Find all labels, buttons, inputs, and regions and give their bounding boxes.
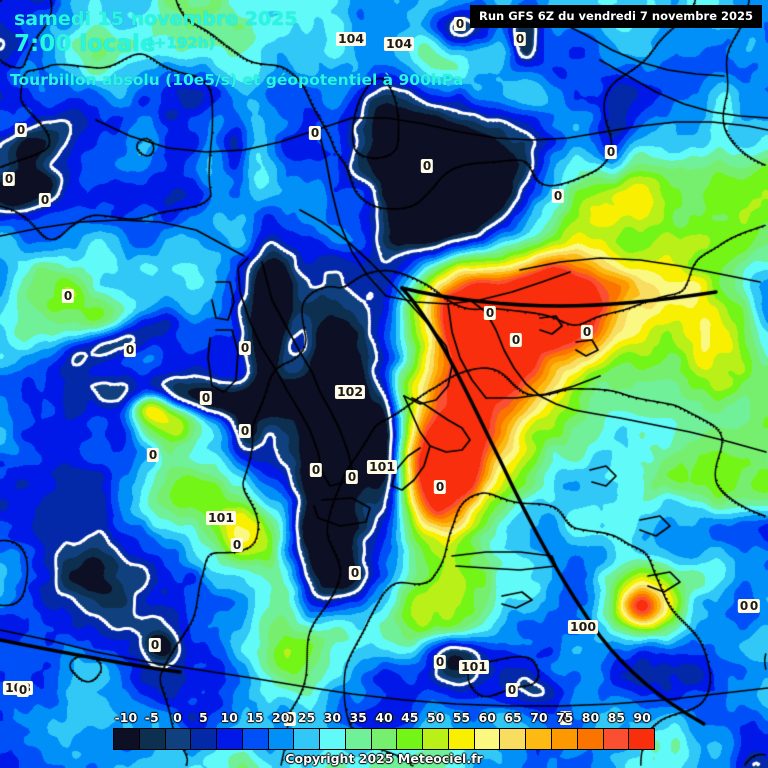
geopotential-contour-label: 104	[335, 31, 367, 46]
colorbar-tick-labels: -10 -5 0 5 10 15 20 25 30 35 40 45 50 55 60 65 70 75 80 85 9…	[113, 710, 655, 726]
vorticity-zero-label: 0	[747, 599, 761, 613]
colorbar-swatch	[242, 729, 269, 749]
vorticity-zero-label: 0	[737, 599, 751, 613]
colorbar-swatch	[603, 729, 630, 749]
colorbar-tick: 80	[581, 710, 600, 725]
colorbar-swatch	[114, 729, 140, 749]
vorticity-zero-label: 0	[146, 448, 160, 462]
colorbar-swatch	[577, 729, 604, 749]
forecast-step-label: (+192h)	[147, 34, 216, 52]
vorticity-zero-label: 0	[309, 463, 323, 477]
colorbar-swatch	[474, 729, 501, 749]
colorbar-tick: 35	[349, 710, 367, 725]
colorbar-swatch	[552, 729, 578, 749]
vorticity-zero-label: 0	[420, 159, 434, 173]
vorticity-zero-label: 0	[509, 333, 523, 347]
colorbar-tick: 60	[478, 710, 496, 725]
vorticity-zero-label: 0	[148, 638, 162, 652]
colorbar-swatch	[371, 729, 398, 749]
forecast-parameter-label: Tourbillon absolu (10e5/s) et géopotenti…	[10, 71, 464, 89]
vorticity-zero-label: 0	[61, 289, 75, 303]
vorticity-zero-label: 0	[230, 538, 244, 552]
colorbar-swatch	[191, 729, 218, 749]
colorbar-tick: 10	[220, 710, 238, 725]
colorbar-swatch	[345, 729, 372, 749]
vorticity-zero-label: 0	[238, 424, 252, 438]
vorticity-zero-label: 0	[14, 123, 28, 137]
colorbar-tick: 25	[297, 710, 316, 725]
vorticity-zero-label: 0	[38, 193, 52, 207]
colorbar-swatch	[397, 729, 424, 749]
colorbar-tick: -5	[144, 710, 159, 725]
colorbar-tick: 90	[633, 710, 651, 725]
vorticity-zero-label: 0	[580, 325, 594, 339]
colorbar-swatch	[526, 729, 553, 749]
colorbar-swatch	[448, 729, 475, 749]
vorticity-zero-label: 0	[2, 172, 16, 186]
colorbar-tick: 55	[452, 710, 471, 725]
forecast-hour-label: 7:00 locale	[14, 31, 156, 57]
vorticity-zero-label: 0	[453, 17, 467, 31]
colorbar-tick: 20	[272, 710, 290, 725]
vorticity-zero-label: 0	[199, 391, 213, 405]
vorticity-zero-label: 0	[604, 145, 618, 159]
geopotential-contour-label: 104	[383, 36, 415, 51]
colorbar-tick: 0	[173, 710, 182, 725]
colorbar-tick: 65	[504, 710, 522, 725]
colorbar-swatch	[268, 729, 295, 749]
model-run-badge: Run GFS 6Z du vendredi 7 novembre 2025	[469, 5, 762, 28]
geopotential-contour-label: 101	[366, 459, 398, 474]
vorticity-zero-label: 0	[238, 341, 252, 355]
colorbar-swatch	[320, 729, 346, 749]
geopotential-contour-label: 102	[334, 384, 366, 399]
colorbar-tick: -10	[114, 710, 138, 725]
colorbar-swatch	[139, 729, 166, 749]
vorticity-zero-label: 0	[283, 712, 297, 726]
colorbar-tick: 45	[401, 710, 419, 725]
vorticity-zero-label: 0	[513, 32, 527, 46]
vorticity-zero-label: 0	[433, 655, 447, 669]
geopotential-contour-label: 101	[205, 510, 237, 525]
colorbar-tick: 50	[426, 710, 445, 725]
colorbar-tick: 5	[198, 710, 208, 725]
vorticity-zero-label: 0	[433, 480, 447, 494]
vorticity-zero-label: 0	[505, 683, 519, 697]
colorbar-tick: 75	[555, 710, 574, 725]
colorbar-tick: 70	[530, 710, 548, 725]
copyright-label: Copyright 2025 Meteociel.fr	[285, 751, 483, 766]
vorticity-zero-label: 0	[483, 306, 497, 320]
colorbar-swatches	[113, 728, 655, 750]
colorbar-tick: 40	[375, 710, 393, 725]
vorticity-zero-label: 0	[551, 189, 565, 203]
vorticity-zero-label: 0	[348, 566, 362, 580]
vorticity-zero-label: 0	[345, 470, 359, 484]
colorbar-tick: 85	[607, 710, 625, 725]
vorticity-zero-label: 0	[16, 683, 30, 697]
geopotential-contour-label: 101	[458, 659, 490, 674]
colorbar-swatch	[217, 729, 243, 749]
geopotential-contour-label: 100	[567, 619, 599, 634]
colorbar-swatch	[629, 729, 655, 749]
vorticity-zero-label: 0	[308, 126, 322, 140]
colorbar-swatch	[500, 729, 527, 749]
colorbar-swatch	[423, 729, 449, 749]
colorbar-swatch	[165, 729, 192, 749]
colorbar-tick: 30	[323, 710, 342, 725]
vorticity-zero-label: 0	[559, 711, 573, 725]
forecast-date-label: samedi 15 novembre 2025	[14, 8, 298, 30]
colorbar-tick: 15	[246, 710, 264, 725]
vorticity-zero-label: 0	[123, 343, 137, 357]
colorbar-swatch	[294, 729, 321, 749]
